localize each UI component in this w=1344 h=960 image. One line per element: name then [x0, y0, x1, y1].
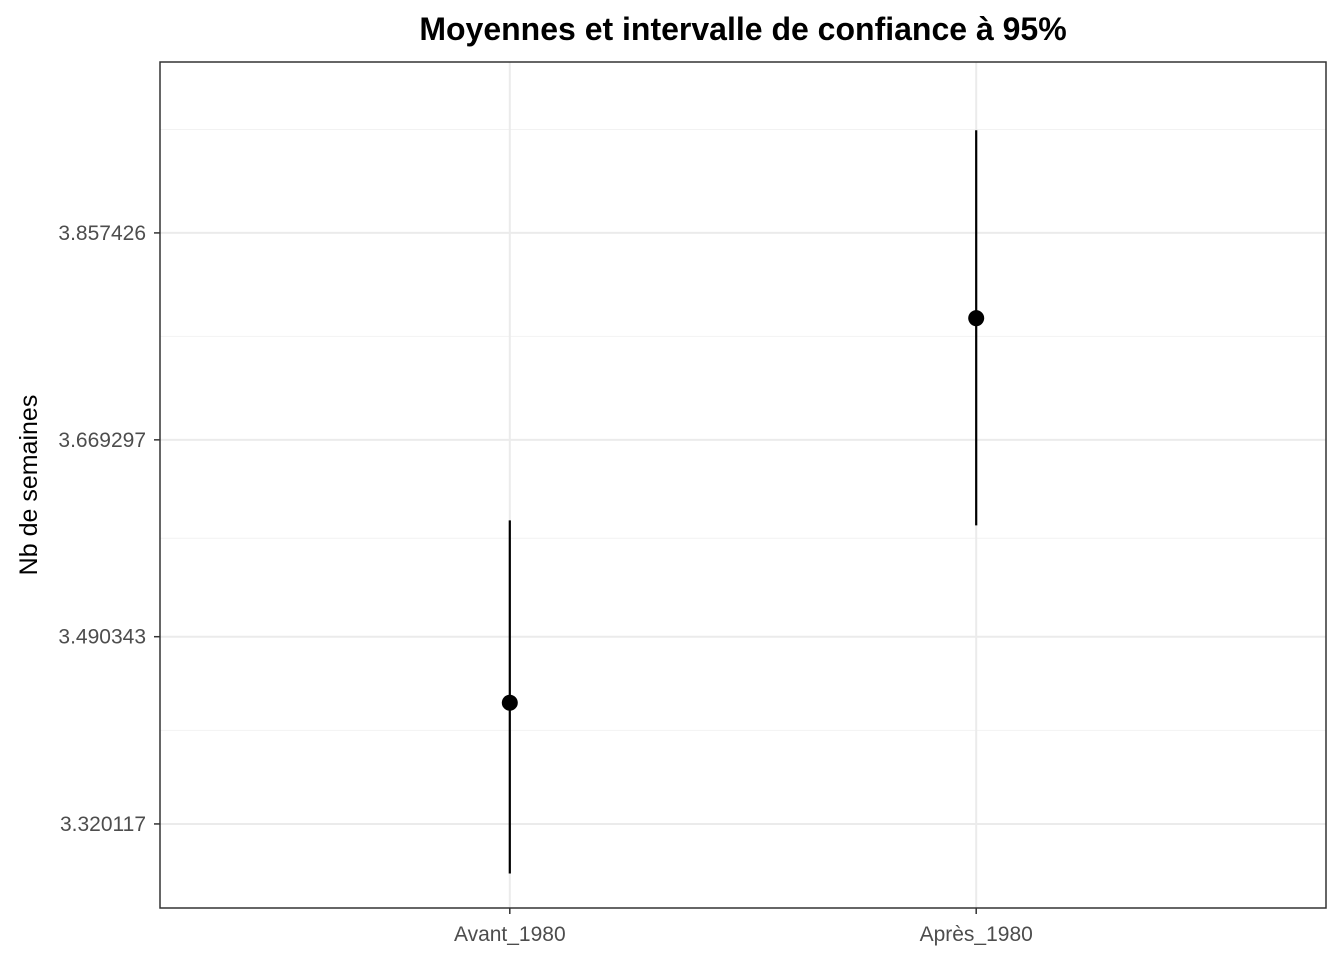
- y-tick-label-0: 3.320117: [60, 813, 146, 836]
- mean-point-1: [968, 310, 985, 327]
- y-axis-title: Nb de semaines: [15, 395, 43, 576]
- axis-layer: 3.320117 3.490343 3.669297 3.857426 Avant_19…: [58, 222, 1032, 946]
- grid-layer: [160, 62, 1326, 908]
- chart-title: Moyennes et intervalle de confiance à 95…: [419, 11, 1066, 47]
- x-tick-label-0: Avant_1980: [454, 923, 566, 946]
- x-tick-label-1: Après_1980: [920, 923, 1033, 946]
- y-tick-label-1: 3.490343: [58, 626, 146, 649]
- marks-layer: [501, 130, 985, 874]
- y-tick-label-2: 3.669297: [58, 429, 146, 452]
- y-tick-label-3: 3.857426: [58, 222, 146, 245]
- mean-point-0: [501, 694, 518, 711]
- plot-panel-border: [159, 61, 1327, 909]
